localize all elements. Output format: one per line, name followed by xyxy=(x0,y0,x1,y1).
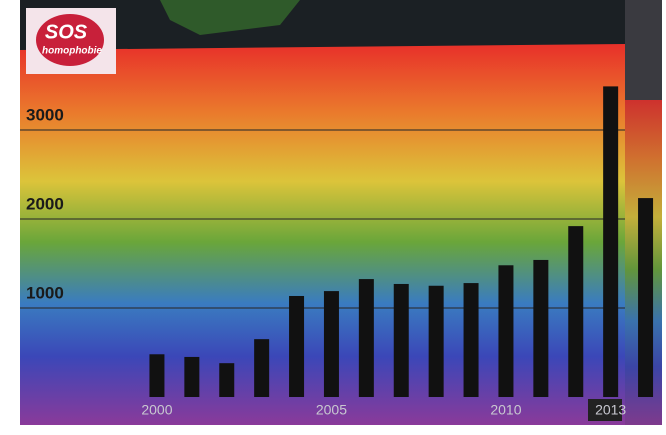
bar xyxy=(149,354,165,397)
logo-circle xyxy=(36,14,104,66)
bar xyxy=(184,356,200,397)
bar xyxy=(603,86,619,397)
y-tick-label: 2000 xyxy=(26,194,64,213)
y-tick-label: 3000 xyxy=(26,105,64,124)
bar xyxy=(393,283,409,397)
bar xyxy=(533,259,549,397)
x-tick-label: 2005 xyxy=(316,402,347,418)
bar xyxy=(219,363,235,397)
bar xyxy=(498,265,514,397)
x-tick-label: 2010 xyxy=(490,402,521,418)
bar xyxy=(638,198,654,397)
label-highlight xyxy=(588,399,622,421)
bar xyxy=(323,291,339,397)
bar xyxy=(289,295,305,397)
logo-subtitle: homophobie xyxy=(42,46,102,57)
bar xyxy=(428,285,444,397)
x-tick-label: 2013 xyxy=(595,402,626,418)
bar xyxy=(358,279,374,397)
bar xyxy=(568,226,584,397)
bar xyxy=(463,283,479,397)
y-tick-label: 1000 xyxy=(26,283,64,302)
bar xyxy=(254,339,270,397)
map-shape xyxy=(160,0,300,35)
x-tick-label: 2000 xyxy=(141,402,172,418)
logo-title: SOS xyxy=(45,21,88,43)
